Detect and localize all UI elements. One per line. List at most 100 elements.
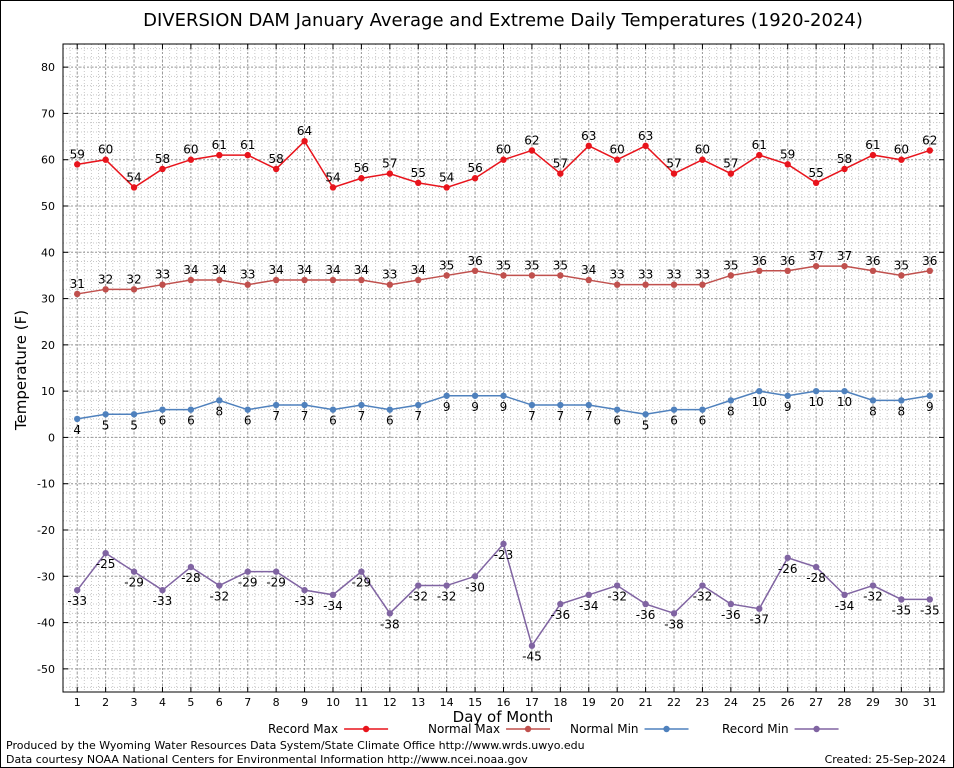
series-record-max: 59 60 54 58 60 61 61 58 64 54 56 57 55 54 56 60 62 57 63 60… — [70, 124, 937, 191]
x-tick-label: 1 — [74, 696, 81, 709]
data-label: -32 — [210, 590, 230, 604]
data-point — [471, 175, 479, 182]
data-point — [756, 151, 763, 159]
data-point — [898, 596, 905, 603]
data-label: 36 — [467, 254, 482, 268]
data-point — [130, 286, 138, 293]
data-label: 55 — [808, 166, 823, 180]
data-label: 8 — [215, 404, 223, 418]
x-tick-label: 27 — [809, 696, 823, 709]
data-label: 57 — [382, 157, 397, 171]
data-label: 8 — [898, 404, 906, 418]
data-label: 5 — [642, 418, 650, 432]
y-tick-label: -10 — [37, 478, 55, 491]
legend-label: Normal Min — [570, 722, 639, 736]
data-point — [244, 568, 251, 575]
data-point — [216, 276, 223, 284]
legend: Record Max Normal Max Normal Min Record Min — [268, 722, 839, 736]
data-label: -34 — [323, 599, 343, 613]
data-point — [130, 568, 138, 575]
data-label: 32 — [126, 272, 141, 286]
x-axis-label: Day of Month — [453, 708, 554, 726]
data-point — [557, 272, 564, 279]
data-point — [500, 272, 507, 279]
y-tick-label: 10 — [41, 385, 55, 398]
data-point — [471, 573, 479, 580]
data-point — [301, 138, 308, 145]
data-point — [443, 272, 450, 279]
data-label: 60 — [695, 143, 710, 157]
data-point — [102, 286, 109, 293]
data-label: 35 — [553, 258, 568, 272]
data-label: -26 — [778, 562, 798, 576]
data-point — [102, 549, 109, 557]
series-normal-max: 31 32 32 33 34 34 33 34 34 34 34 33 34 35 36 35 35 35 34 33… — [70, 249, 937, 298]
y-axis-label: Temperature (F) — [12, 310, 30, 431]
data-label: 33 — [638, 268, 653, 282]
footer-data-courtesy: Data courtesy NOAA National Centers for … — [6, 753, 528, 766]
data-point — [471, 267, 479, 274]
data-point — [784, 554, 791, 561]
data-point — [386, 610, 394, 617]
data-label: -32 — [693, 590, 713, 604]
data-point — [841, 591, 848, 598]
data-label: 36 — [865, 254, 880, 268]
data-point — [812, 262, 820, 270]
x-tick-label: 28 — [838, 696, 852, 709]
x-tick-label: 18 — [553, 696, 567, 709]
data-label: 35 — [524, 258, 539, 272]
data-point — [699, 582, 706, 589]
y-tick-label: -50 — [37, 663, 55, 676]
y-tick-label: -40 — [37, 617, 55, 630]
data-label: -33 — [295, 594, 315, 608]
data-label: -36 — [636, 608, 656, 622]
data-point — [244, 281, 251, 288]
data-label: -29 — [124, 576, 144, 590]
y-tick-label: -20 — [37, 524, 55, 537]
data-label: 35 — [439, 258, 454, 272]
y-tick-label: 0 — [48, 431, 55, 444]
data-label: 33 — [382, 268, 397, 282]
data-label: 34 — [581, 263, 596, 277]
data-label: 9 — [471, 400, 479, 414]
data-point — [415, 401, 422, 409]
data-point — [670, 170, 678, 177]
data-label: -33 — [67, 594, 87, 608]
legend-label: Record Min — [722, 722, 789, 736]
data-point — [329, 184, 337, 191]
x-tick-label: 5 — [187, 696, 194, 709]
data-point — [329, 276, 337, 284]
x-tick-label: 30 — [894, 696, 908, 709]
x-tick-label: 25 — [752, 696, 766, 709]
data-point — [613, 156, 621, 163]
x-tick-label: 4 — [159, 696, 166, 709]
data-point — [642, 142, 649, 150]
data-label: 34 — [297, 263, 312, 277]
data-label: 61 — [865, 138, 880, 152]
y-tick-label: 40 — [41, 246, 55, 259]
data-point — [272, 276, 280, 284]
data-point — [301, 401, 308, 409]
data-point — [926, 596, 933, 603]
data-point — [642, 281, 649, 288]
data-label: 7 — [301, 409, 309, 423]
data-point — [74, 415, 81, 423]
data-point — [102, 411, 109, 418]
x-tick-label: 12 — [383, 696, 397, 709]
y-tick-label: -30 — [37, 570, 55, 583]
data-point — [926, 392, 933, 399]
data-point — [869, 151, 877, 159]
data-point — [699, 406, 706, 413]
chart-title: DIVERSION DAM January Average and Extrem… — [143, 10, 863, 31]
data-label: 33 — [155, 268, 170, 282]
data-label: 9 — [784, 400, 792, 414]
data-label: 63 — [638, 129, 653, 143]
data-label: 6 — [159, 414, 167, 428]
series-normal-min: 4 5 5 6 6 8 6 7 7 6 7 6 7 9 9 9 7 7 7 6 5 6 6 8 10 9 10 10 8 8 9 — [73, 387, 934, 437]
x-tick-label: 31 — [923, 696, 937, 709]
data-label: 7 — [528, 409, 536, 423]
data-label: 6 — [613, 414, 621, 428]
data-point — [613, 406, 621, 413]
data-label: 64 — [297, 124, 312, 138]
data-label: 33 — [610, 268, 625, 282]
